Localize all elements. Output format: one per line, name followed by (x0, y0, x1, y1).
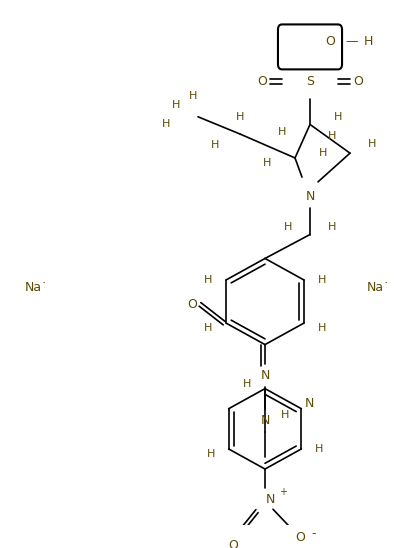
Text: H: H (284, 222, 292, 232)
Text: S: S (306, 75, 314, 88)
Text: +: + (279, 487, 287, 497)
Text: H: H (278, 127, 286, 137)
Text: H: H (204, 275, 212, 285)
Text: H: H (368, 139, 376, 149)
Text: H: H (319, 148, 327, 158)
Text: Na˙: Na˙ (25, 281, 48, 294)
Text: O: O (295, 532, 305, 545)
Text: H: H (328, 222, 336, 232)
Text: Na˙: Na˙ (367, 281, 390, 294)
Text: N: N (260, 414, 270, 427)
Text: H: H (172, 100, 180, 110)
Text: O: O (353, 75, 363, 88)
Text: H: H (263, 158, 271, 168)
Text: N: N (305, 190, 315, 203)
Text: H: H (281, 410, 289, 420)
Text: H: H (328, 131, 336, 141)
Text: O: O (187, 298, 197, 311)
Text: H: H (206, 449, 215, 459)
Text: O: O (228, 539, 238, 548)
Text: O: O (257, 75, 267, 88)
Text: —: — (346, 35, 358, 48)
Text: N: N (305, 397, 314, 410)
Text: H: H (363, 35, 372, 48)
Text: H: H (318, 323, 326, 333)
Text: N: N (265, 493, 275, 506)
FancyBboxPatch shape (278, 25, 342, 70)
Text: H: H (204, 323, 212, 333)
Text: H: H (334, 112, 342, 122)
Text: H: H (211, 140, 219, 151)
Text: H: H (315, 444, 324, 454)
Text: O: O (325, 35, 335, 48)
Text: H: H (243, 379, 251, 389)
Text: -: - (312, 527, 316, 540)
Text: H: H (318, 275, 326, 285)
Text: H: H (236, 112, 244, 122)
Text: H: H (162, 119, 170, 129)
Text: H: H (189, 91, 197, 101)
Text: N: N (260, 369, 270, 382)
